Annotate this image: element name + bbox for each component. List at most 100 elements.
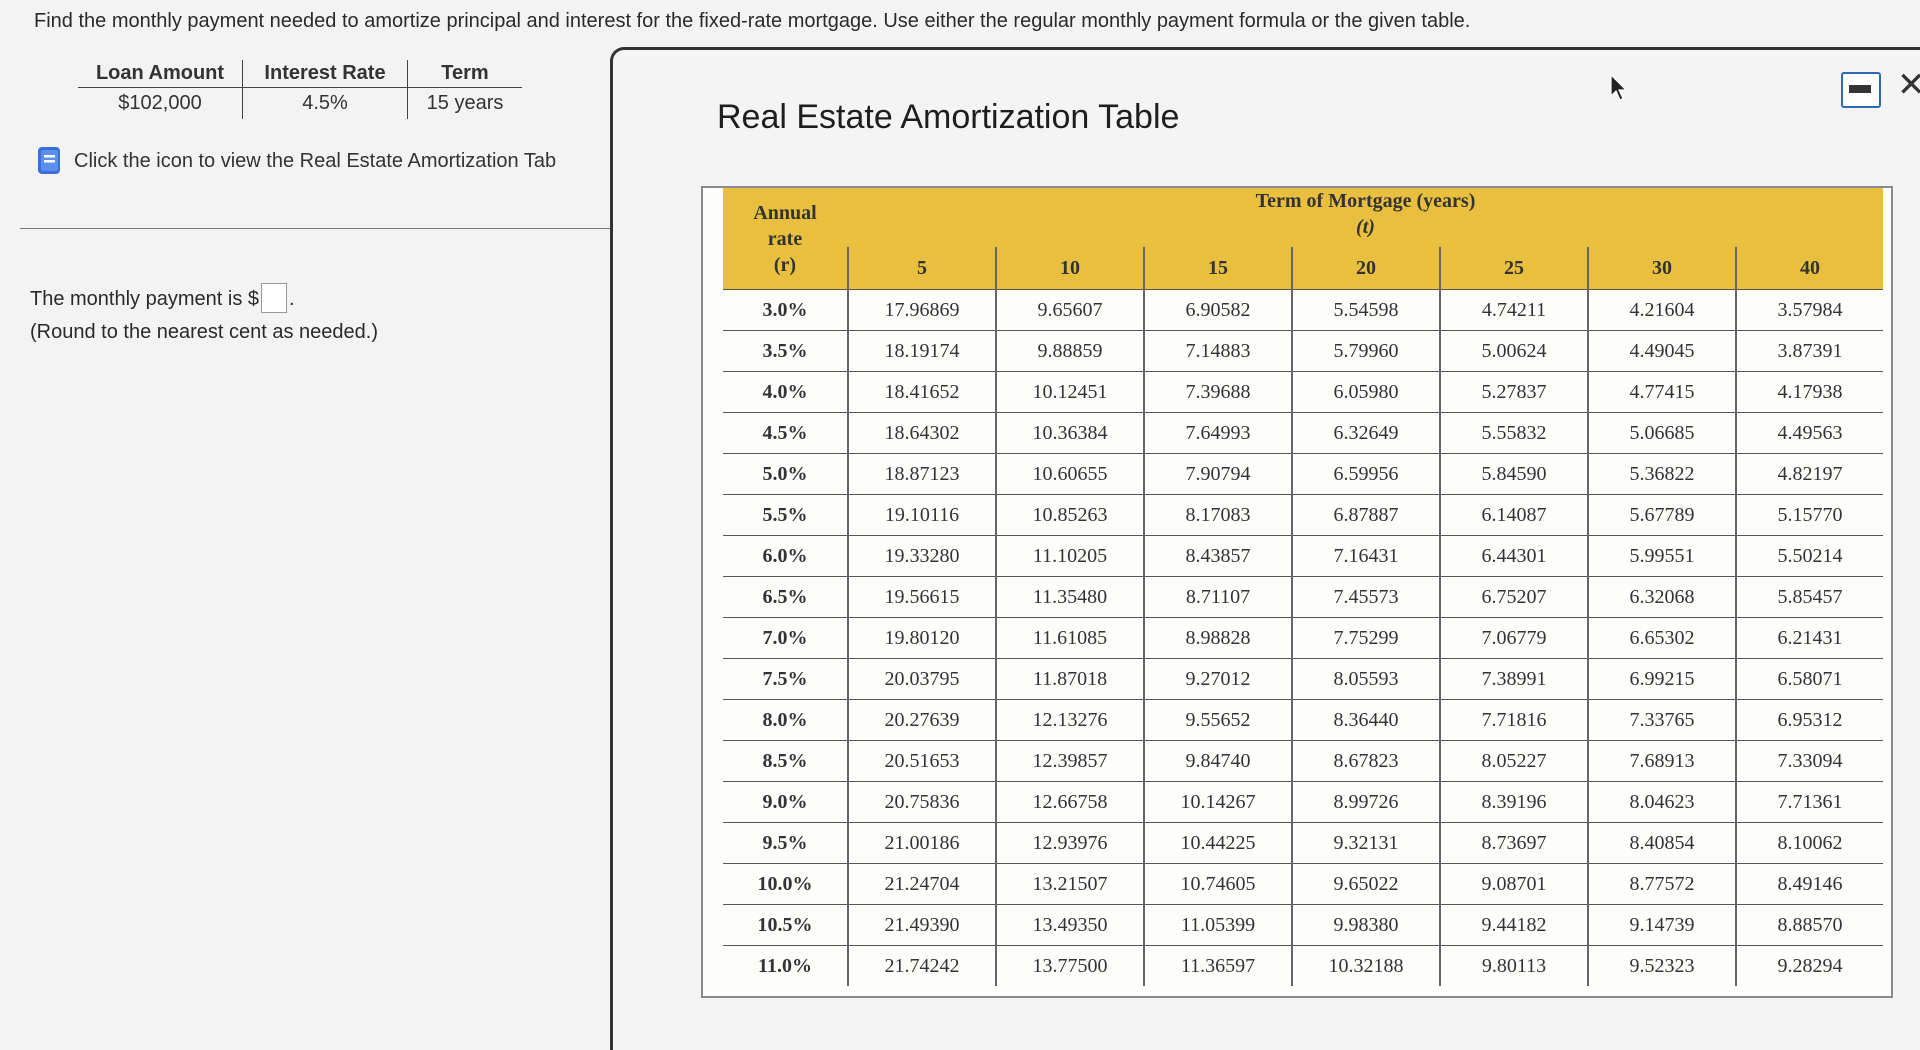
- rate-cell: 11.0%: [723, 945, 848, 986]
- payment-factor-cell: 8.40854: [1587, 822, 1736, 864]
- divider: [20, 228, 610, 229]
- table-row: 7.0% 19.80120 11.61085 8.98828 7.75299 7.0677…: [723, 617, 1883, 659]
- payment-factor-cell: 18.19174: [847, 330, 996, 372]
- term-column-header: 15: [1143, 247, 1292, 290]
- payment-factor-cell: 8.04623: [1587, 781, 1736, 823]
- table-row: 4.5% 18.64302 10.36384 7.64993 6.32649 5.5583…: [723, 412, 1883, 454]
- payment-factor-cell: 9.65022: [1291, 863, 1440, 905]
- table-row: 9.0% 20.75836 12.66758 10.14267 8.99726 8.391…: [723, 781, 1883, 823]
- rate-header-line: Annual: [753, 201, 817, 224]
- payment-factor-cell: 7.64993: [1143, 412, 1292, 454]
- payment-factor-cell: 5.36822: [1587, 453, 1736, 495]
- term-header-symbol: (t): [1356, 216, 1375, 238]
- payment-factor-cell: 7.90794: [1143, 453, 1292, 495]
- payment-factor-cell: 13.77500: [995, 945, 1144, 986]
- answer-suffix: .: [289, 288, 295, 310]
- table-row: 9.5% 21.00186 12.93976 10.44225 9.32131 8.736…: [723, 822, 1883, 864]
- table-row: 7.5% 20.03795 11.87018 9.27012 8.05593 7.3899…: [723, 658, 1883, 700]
- payment-factor-cell: 6.44301: [1439, 535, 1588, 577]
- payment-factor-cell: 10.12451: [995, 371, 1144, 413]
- payment-factor-cell: 10.36384: [995, 412, 1144, 454]
- payment-factor-cell: 7.45573: [1291, 576, 1440, 618]
- payment-factor-cell: 21.49390: [847, 904, 996, 946]
- annual-rate-header: Annual rate (r): [723, 188, 848, 290]
- payment-factor-cell: 7.06779: [1439, 617, 1588, 659]
- book-icon[interactable]: [36, 146, 62, 176]
- rounding-note: (Round to the nearest cent as needed.): [30, 321, 379, 343]
- table-row: 3.5% 18.19174 9.88859 7.14883 5.79960 5.00624…: [723, 330, 1883, 372]
- payment-factor-cell: 8.10062: [1735, 822, 1883, 864]
- amortization-popup: Real Estate Amortization Table ✕ Annual …: [610, 47, 1920, 1050]
- payment-factor-cell: 21.00186: [847, 822, 996, 864]
- rate-cell: 5.0%: [723, 453, 848, 495]
- question-text: Find the monthly payment needed to amort…: [34, 10, 1471, 32]
- payment-factor-cell: 9.27012: [1143, 658, 1292, 700]
- payment-factor-cell: 19.56615: [847, 576, 996, 618]
- given-loan-table: Loan Amount Interest Rate Term $102,000 …: [78, 60, 522, 119]
- term-header: Term: [407, 60, 522, 88]
- payment-factor-cell: 6.87887: [1291, 494, 1440, 536]
- cursor-icon: [1610, 74, 1628, 101]
- payment-factor-cell: 8.05227: [1439, 740, 1588, 782]
- table-row: 4.0% 18.41652 10.12451 7.39688 6.05980 5.2783…: [723, 371, 1883, 413]
- rate-cell: 4.5%: [723, 412, 848, 454]
- close-icon[interactable]: ✕: [1897, 66, 1920, 104]
- payment-factor-cell: 5.55832: [1439, 412, 1588, 454]
- rate-cell: 4.0%: [723, 371, 848, 413]
- payment-factor-cell: 9.08701: [1439, 863, 1588, 905]
- payment-factor-cell: 6.59956: [1291, 453, 1440, 495]
- payment-factor-cell: 11.61085: [995, 617, 1144, 659]
- term-column-header: 40: [1735, 247, 1883, 290]
- payment-factor-cell: 5.15770: [1735, 494, 1883, 536]
- payment-factor-cell: 21.74242: [847, 945, 996, 986]
- payment-factor-cell: 7.68913: [1587, 740, 1736, 782]
- table-row: 6.0% 19.33280 11.10205 8.43857 7.16431 6.4430…: [723, 535, 1883, 577]
- payment-factor-cell: 12.13276: [995, 699, 1144, 741]
- payment-factor-cell: 4.17938: [1735, 371, 1883, 413]
- payment-factor-cell: 6.32649: [1291, 412, 1440, 454]
- payment-answer-input[interactable]: [261, 282, 287, 313]
- answer-prefix: The monthly payment is $: [30, 288, 259, 310]
- payment-factor-cell: 5.00624: [1439, 330, 1588, 372]
- interest-rate-header: Interest Rate: [242, 60, 408, 88]
- table-row: 11.0% 21.74242 13.77500 11.36597 10.32188 9.8…: [723, 945, 1883, 986]
- payment-factor-cell: 7.33094: [1735, 740, 1883, 782]
- rate-cell: 8.0%: [723, 699, 848, 741]
- payment-factor-cell: 6.14087: [1439, 494, 1588, 536]
- payment-factor-cell: 5.27837: [1439, 371, 1588, 413]
- payment-factor-cell: 11.10205: [995, 535, 1144, 577]
- payment-factor-cell: 3.57984: [1735, 289, 1883, 331]
- payment-factor-cell: 6.05980: [1291, 371, 1440, 413]
- rate-cell: 6.5%: [723, 576, 848, 618]
- payment-factor-cell: 9.52323: [1587, 945, 1736, 986]
- term-header-title: Term of Mortgage (years): [1255, 190, 1476, 212]
- payment-factor-cell: 7.75299: [1291, 617, 1440, 659]
- payment-factor-cell: 19.80120: [847, 617, 996, 659]
- payment-factor-cell: 7.71816: [1439, 699, 1588, 741]
- amortization-table-link[interactable]: Click the icon to view the Real Estate A…: [36, 146, 556, 176]
- payment-factor-cell: 9.32131: [1291, 822, 1440, 864]
- table-row: 5.0% 18.87123 10.60655 7.90794 6.59956 5.8459…: [723, 453, 1883, 495]
- minimize-icon[interactable]: [1841, 72, 1881, 108]
- payment-factor-cell: 8.73697: [1439, 822, 1588, 864]
- table-row: 10.5% 21.49390 13.49350 11.05399 9.98380 9.44…: [723, 904, 1883, 946]
- payment-factor-cell: 5.85457: [1735, 576, 1883, 618]
- popup-title: Real Estate Amortization Table: [717, 98, 1180, 136]
- rate-cell: 7.0%: [723, 617, 848, 659]
- rate-header-line: rate: [767, 227, 803, 250]
- payment-factor-cell: 20.03795: [847, 658, 996, 700]
- payment-factor-cell: 6.75207: [1439, 576, 1588, 618]
- payment-factor-cell: 10.85263: [995, 494, 1144, 536]
- payment-factor-cell: 20.51653: [847, 740, 996, 782]
- payment-factor-cell: 6.99215: [1587, 658, 1736, 700]
- payment-factor-cell: 8.98828: [1143, 617, 1292, 659]
- payment-factor-cell: 6.32068: [1587, 576, 1736, 618]
- loan-amount-value: $102,000: [118, 92, 202, 114]
- amortization-link-text[interactable]: Click the icon to view the Real Estate A…: [74, 149, 557, 172]
- rate-cell: 3.5%: [723, 330, 848, 372]
- payment-factor-cell: 7.71361: [1735, 781, 1883, 823]
- payment-factor-cell: 6.65302: [1587, 617, 1736, 659]
- loan-amount-header: Loan Amount: [78, 60, 243, 88]
- payment-factor-cell: 8.36440: [1291, 699, 1440, 741]
- payment-factor-cell: 8.77572: [1587, 863, 1736, 905]
